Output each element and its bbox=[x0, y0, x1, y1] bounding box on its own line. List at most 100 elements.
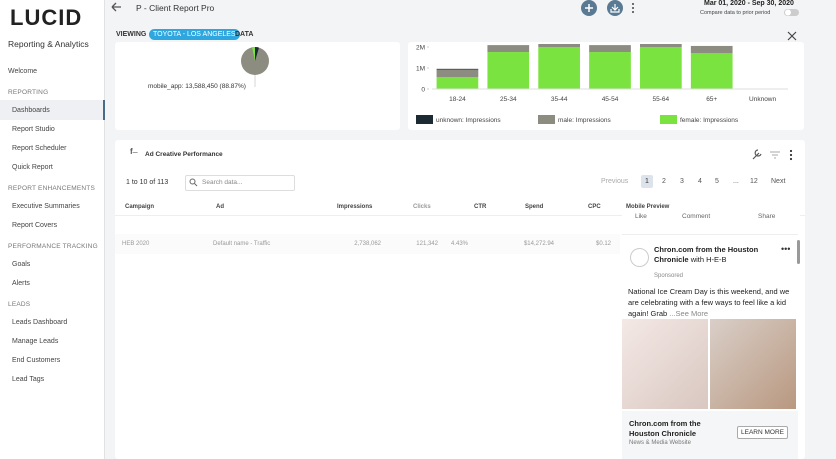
settings-icon[interactable] bbox=[752, 149, 762, 160]
x-tick-label: 55-64 bbox=[653, 96, 670, 103]
legend-label: unknown: Impressions bbox=[436, 117, 501, 124]
x-tick-label: 65+ bbox=[706, 96, 717, 103]
more-icon[interactable]: ••• bbox=[781, 244, 791, 254]
y-tick-label: 2M bbox=[416, 45, 425, 52]
page-link[interactable]: 1 bbox=[641, 175, 653, 188]
nav-item[interactable]: Dashboards bbox=[12, 107, 50, 114]
nav-heading: REPORTING bbox=[8, 89, 49, 96]
topbar-icons bbox=[111, 0, 799, 16]
date-range[interactable]: Mar 01, 2020 - Sep 30, 2020 bbox=[704, 0, 794, 7]
page-link[interactable]: 2 bbox=[662, 178, 666, 185]
nav-item[interactable]: Quick Report bbox=[12, 164, 53, 171]
bar-segment bbox=[690, 53, 733, 89]
nav-item[interactable]: End Customers bbox=[12, 357, 61, 364]
bar-segment bbox=[487, 52, 530, 89]
column-header[interactable]: Ad bbox=[216, 204, 224, 210]
table-row[interactable] bbox=[115, 234, 620, 254]
link-title: Chron.com from the Houston Chronicle bbox=[629, 419, 701, 438]
bar-segment bbox=[436, 68, 479, 70]
page-link[interactable]: ... bbox=[733, 178, 739, 185]
cta-button[interactable]: LEARN MORE bbox=[737, 426, 788, 439]
close-icon[interactable] bbox=[786, 30, 798, 42]
page-link[interactable]: 12 bbox=[750, 178, 758, 185]
y-tick-label: 1M bbox=[416, 66, 425, 73]
compare-label: Compare data to prior period bbox=[700, 10, 771, 16]
page-avatar bbox=[630, 248, 649, 267]
legend-swatch bbox=[660, 115, 677, 124]
viewing-suffix: DATA bbox=[235, 31, 254, 38]
row-count: 1 to 10 of 113 bbox=[126, 179, 169, 186]
cell: $14,272.94 bbox=[523, 241, 554, 247]
legend-swatch bbox=[538, 115, 555, 124]
sponsored: Sponsored bbox=[654, 273, 684, 279]
column-header[interactable]: Campaign bbox=[125, 204, 155, 210]
page-link[interactable]: 3 bbox=[680, 178, 684, 185]
page-link[interactable]: 4 bbox=[698, 178, 702, 185]
cell: Default name - Traffic bbox=[213, 241, 271, 247]
bar-segment bbox=[640, 47, 682, 89]
page-link[interactable]: Next bbox=[771, 178, 786, 185]
fb-action: Comment bbox=[682, 213, 711, 220]
pie bbox=[241, 46, 269, 87]
x-tick-label: Unknown bbox=[749, 96, 776, 103]
x-tick-label: 18-24 bbox=[449, 96, 466, 103]
x-tick-label: 25-34 bbox=[500, 96, 517, 103]
nav-item[interactable]: Report Covers bbox=[12, 222, 58, 229]
bar-segment bbox=[436, 69, 479, 78]
viewing-prefix: VIEWING bbox=[116, 31, 147, 38]
menu-icon[interactable] bbox=[632, 11, 634, 13]
ad-text: National Ice Cream Day is this weekend, … bbox=[628, 286, 794, 319]
nav-item[interactable]: Report Studio bbox=[12, 126, 55, 133]
legend-label: female: Impressions bbox=[680, 117, 739, 124]
filter-icon[interactable] bbox=[770, 151, 780, 159]
cell: 2,738,062 bbox=[354, 241, 381, 247]
bar-chart: 0 1M 2M 18-24 25-34 35-44 45-54 55-64 65+ Unknown… bbox=[416, 44, 788, 124]
pie-label: mobile_app: 13,588,450 (88.87%) bbox=[148, 83, 246, 90]
nav-item[interactable]: Executive Summaries bbox=[12, 203, 80, 210]
table-header bbox=[115, 198, 805, 216]
back-icon[interactable] bbox=[111, 2, 121, 12]
bar-segment bbox=[690, 45, 733, 54]
legend-swatch bbox=[416, 115, 433, 124]
bar-segment bbox=[436, 77, 479, 89]
active-highlight bbox=[0, 100, 105, 120]
see-more[interactable]: ...See More bbox=[669, 309, 709, 318]
nav-item[interactable]: Manage Leads bbox=[12, 338, 59, 345]
cell: 121,342 bbox=[416, 241, 438, 247]
ad-image bbox=[622, 319, 708, 409]
pie-slice bbox=[252, 46, 255, 61]
column-header[interactable]: Clicks bbox=[413, 204, 431, 210]
nav-item[interactable]: Welcome bbox=[8, 68, 38, 75]
nav-item[interactable]: Leads Dashboard bbox=[12, 319, 68, 326]
table-title: Ad Creative Performance bbox=[145, 151, 223, 158]
pie-slice bbox=[255, 47, 259, 61]
bar-segment bbox=[589, 45, 631, 53]
cell: $0.12 bbox=[595, 241, 611, 247]
column-header[interactable]: CPC bbox=[588, 204, 601, 210]
ad-body: National Ice Cream Day is this weekend, … bbox=[628, 287, 790, 318]
nav-heading: REPORT ENHANCEMENTS bbox=[8, 185, 95, 192]
page-link[interactable]: Previous bbox=[601, 178, 629, 185]
nav-item[interactable]: Report Scheduler bbox=[12, 145, 67, 152]
page-link[interactable]: 5 bbox=[715, 178, 719, 185]
with-text: with H-E-B bbox=[690, 254, 727, 264]
mobile-preview: Like Comment Share Chron.com from the Ho… bbox=[622, 212, 800, 459]
ad-image bbox=[710, 319, 796, 409]
nav-heading: LEADS bbox=[8, 301, 31, 308]
nav-item[interactable]: Lead Tags bbox=[12, 376, 45, 383]
search-box[interactable] bbox=[185, 175, 295, 191]
viewing-badge[interactable]: TOYOTA - LOS ANGELES bbox=[149, 29, 240, 40]
bar-segment bbox=[538, 47, 580, 89]
page-name-text: Chron.com from the Houston Chronicle bbox=[654, 245, 759, 264]
table-tools bbox=[752, 149, 793, 161]
y-tick-label: 0 bbox=[421, 87, 425, 94]
column-header[interactable]: Impressions bbox=[337, 204, 373, 210]
bar-segment bbox=[589, 52, 631, 89]
column-header[interactable]: Mobile Preview bbox=[626, 204, 670, 210]
column-header[interactable]: CTR bbox=[474, 204, 487, 210]
nav-item[interactable]: Goals bbox=[12, 261, 31, 268]
column-header[interactable]: Spend bbox=[525, 204, 544, 210]
nav-item[interactable]: Alerts bbox=[12, 280, 30, 287]
scrollbar bbox=[797, 240, 800, 264]
